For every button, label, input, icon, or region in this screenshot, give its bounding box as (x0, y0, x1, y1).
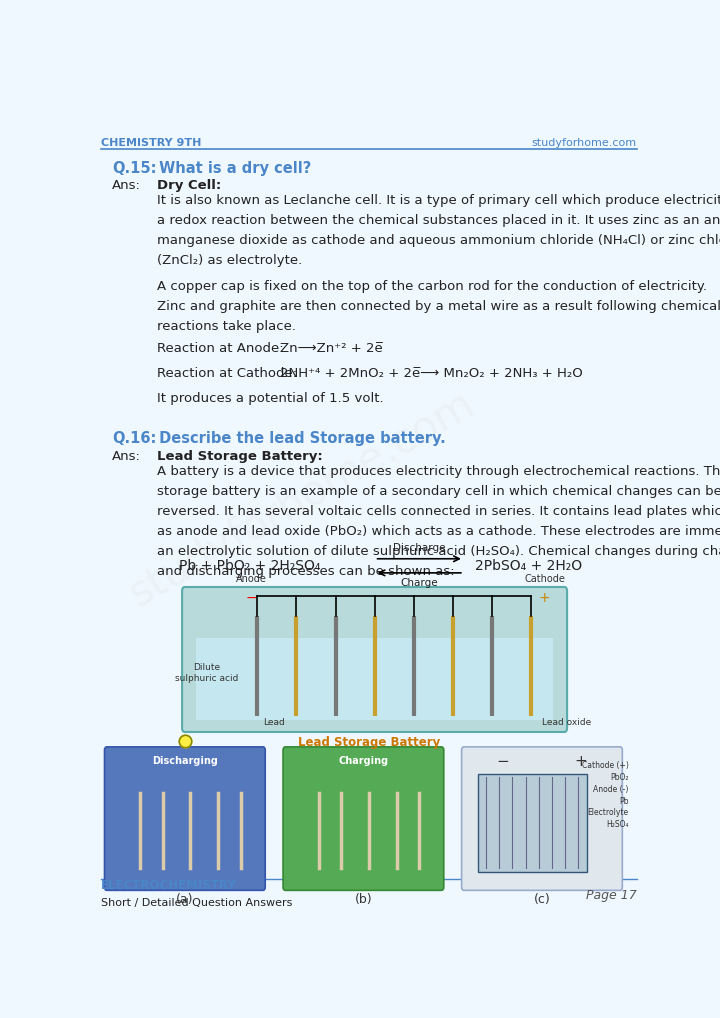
Text: (a): (a) (176, 894, 194, 906)
Text: CHEMISTRY 9TH: CHEMISTRY 9TH (101, 137, 202, 148)
Text: Short / Detailed Question Answers: Short / Detailed Question Answers (101, 898, 292, 908)
Text: Ans:: Ans: (112, 178, 141, 191)
Text: Q.15:: Q.15: (112, 161, 157, 176)
Text: Lead Storage Battery:: Lead Storage Battery: (157, 450, 323, 463)
Text: 2PbSO₄ + 2H₂O: 2PbSO₄ + 2H₂O (475, 559, 582, 573)
Text: studyforhome.com: studyforhome.com (531, 137, 637, 148)
Text: +: + (539, 590, 551, 605)
Text: −: − (246, 590, 258, 605)
FancyBboxPatch shape (104, 747, 265, 891)
Text: What is a dry cell?: What is a dry cell? (154, 161, 312, 176)
Text: It is also known as Leclanche cell. It is a type of primary cell which produce e: It is also known as Leclanche cell. It i… (157, 194, 720, 268)
FancyBboxPatch shape (182, 587, 567, 732)
Text: Reaction at Anode:: Reaction at Anode: (157, 342, 284, 354)
Text: Zn⟶Zn⁺² + 2ē̅: Zn⟶Zn⁺² + 2ē̅ (279, 342, 382, 354)
Text: Charging: Charging (338, 756, 389, 767)
Text: Q.16:: Q.16: (112, 431, 157, 446)
Text: +: + (575, 754, 588, 769)
Text: Anode: Anode (236, 574, 267, 584)
Text: Page 17: Page 17 (586, 889, 637, 902)
Text: (b): (b) (355, 894, 372, 906)
Text: −: − (497, 754, 509, 769)
Text: Describe the lead Storage battery.: Describe the lead Storage battery. (154, 431, 446, 446)
Text: Lead: Lead (263, 718, 284, 727)
Text: Ans:: Ans: (112, 450, 141, 463)
FancyBboxPatch shape (462, 747, 622, 891)
Bar (478, 774, 587, 871)
Text: Lead Storage Battery: Lead Storage Battery (298, 736, 440, 749)
Text: Discharge: Discharge (393, 544, 446, 554)
Text: A battery is a device that produces electricity through electrochemical reaction: A battery is a device that produces elec… (157, 465, 720, 578)
Text: Charge: Charge (400, 578, 438, 588)
Text: 2NH⁺⁴ + 2MnO₂ + 2ē̅⟶ Mn₂O₂ + 2NH₃ + H₂O: 2NH⁺⁴ + 2MnO₂ + 2ē̅⟶ Mn₂O₂ + 2NH₃ + H₂O (279, 366, 582, 380)
Text: Reaction at Cathode:: Reaction at Cathode: (157, 366, 297, 380)
Text: Cathode (+)
PbO₂
Anode (-)
Pb
Electrolyte
H₂SO₄: Cathode (+) PbO₂ Anode (-) Pb Electrolyt… (582, 761, 629, 829)
Text: (c): (c) (534, 894, 550, 906)
Text: Cathode: Cathode (524, 574, 565, 584)
Text: Dilute
sulphuric acid: Dilute sulphuric acid (176, 663, 239, 683)
Bar (196, 638, 553, 721)
Text: It produces a potential of 1.5 volt.: It produces a potential of 1.5 volt. (157, 392, 384, 405)
Text: studyforhome.com: studyforhome.com (122, 382, 482, 615)
Text: A copper cap is fixed on the top of the carbon rod for the conduction of electri: A copper cap is fixed on the top of the … (157, 281, 720, 334)
Text: Pb + PbO₂ + 2H₂SO₄: Pb + PbO₂ + 2H₂SO₄ (179, 559, 321, 573)
Text: ELECTROCHEMISTRY: ELECTROCHEMISTRY (101, 879, 237, 892)
Text: Lead oxide: Lead oxide (542, 718, 591, 727)
FancyBboxPatch shape (283, 747, 444, 891)
Text: Dry Cell:: Dry Cell: (157, 178, 221, 191)
Text: Discharging: Discharging (152, 756, 217, 767)
